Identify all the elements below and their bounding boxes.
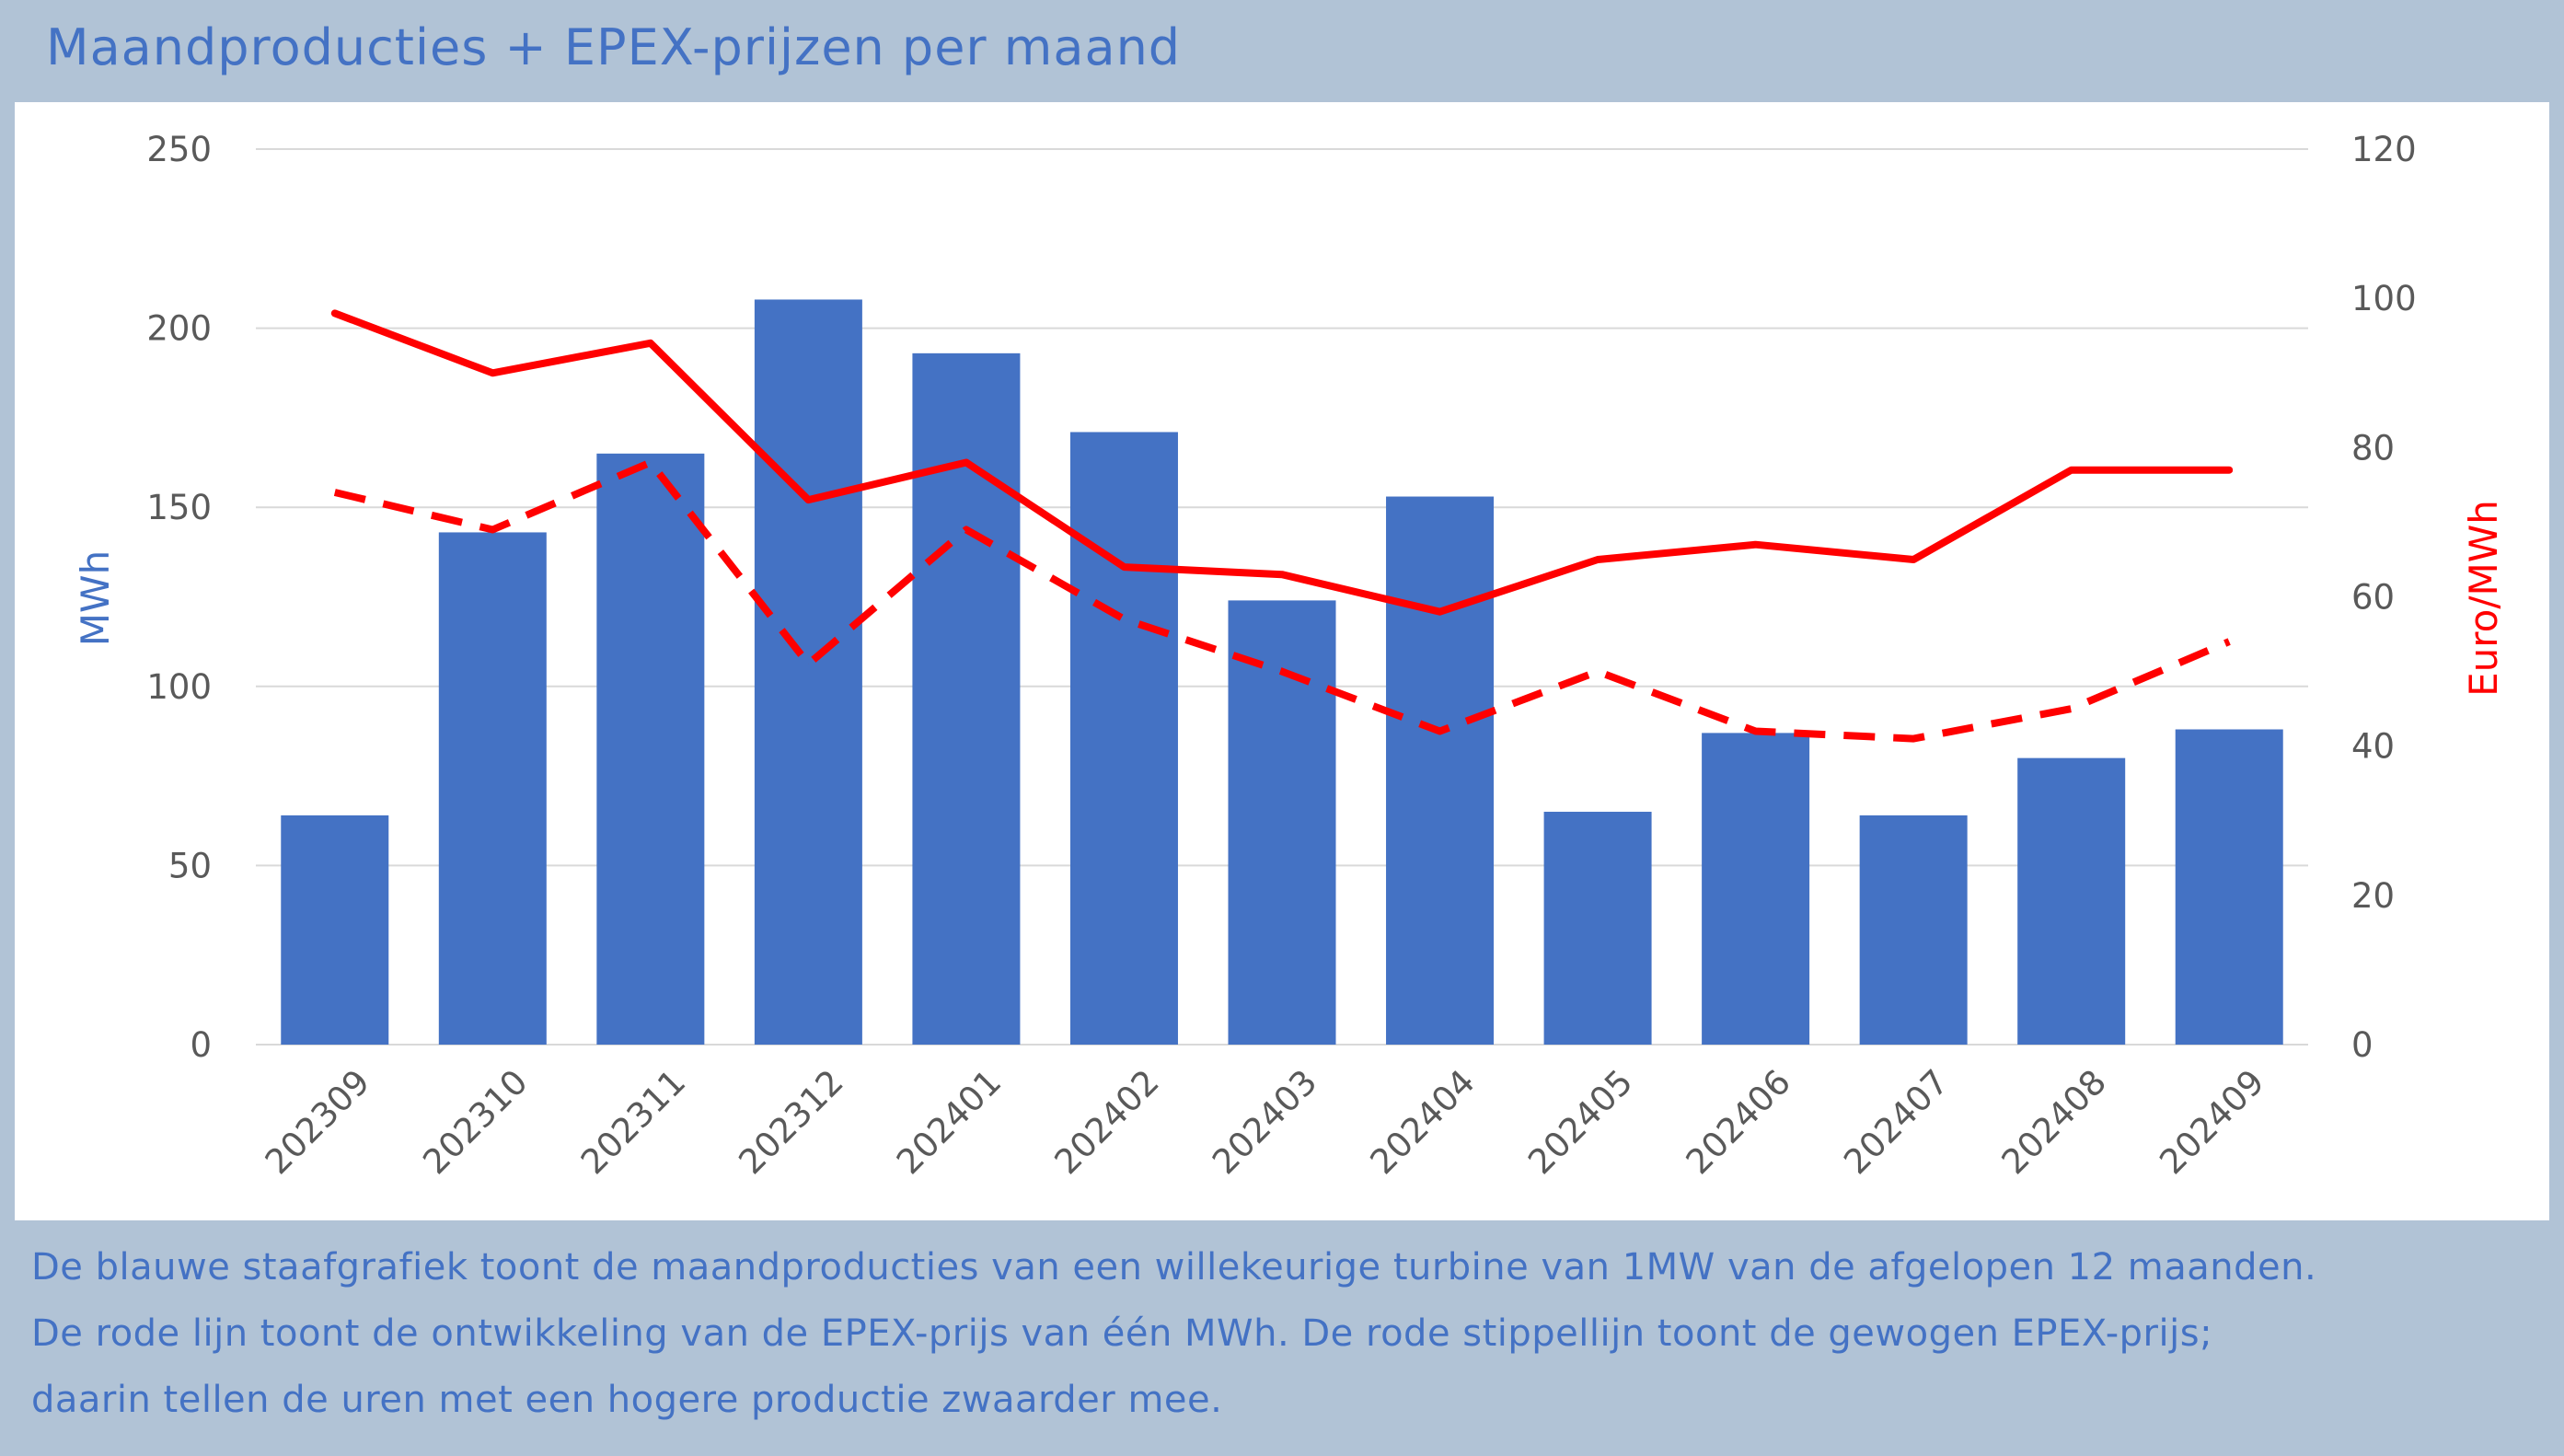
bar <box>281 815 389 1045</box>
y-tick-label-left: 250 <box>146 130 212 169</box>
bar <box>1543 812 1652 1045</box>
caption-line-2: De rode lijn toont de ontwikkeling van d… <box>31 1312 2213 1355</box>
x-category-label: 202407 <box>1836 1062 1956 1182</box>
y-tick-label-right: 80 <box>2351 428 2395 468</box>
x-category-label: 202408 <box>1994 1062 2114 1182</box>
y-tick-label-right: 120 <box>2351 130 2417 169</box>
y-axis-title-left: MWh <box>73 550 118 646</box>
x-category-label: 202403 <box>1205 1062 1324 1182</box>
bar <box>1228 600 1336 1045</box>
bar <box>1386 496 1495 1045</box>
bar <box>596 453 705 1045</box>
x-category-label: 202409 <box>2152 1062 2271 1182</box>
bar <box>1859 815 1968 1045</box>
x-category-label: 202401 <box>889 1062 1009 1182</box>
y-tick-label-right: 20 <box>2351 876 2395 916</box>
combo-chart: 0 50 100 150 200 250 0 20 40 60 80 100 120 202309 2023… <box>73 130 2506 1182</box>
caption-line-1: De blauwe staafgrafiek toont de maandpro… <box>31 1246 2317 1288</box>
frame-right <box>2549 102 2564 1220</box>
y-tick-label-right: 60 <box>2351 578 2395 618</box>
bar <box>2017 757 2126 1045</box>
x-category-label: 202311 <box>573 1062 693 1182</box>
x-category-label: 202406 <box>1679 1062 1798 1182</box>
y-axis-title-right: Euro/MWh <box>2461 500 2506 697</box>
caption-line-3: daarin tellen de uren met een hogere pro… <box>31 1379 1223 1421</box>
y-tick-label-left: 150 <box>146 488 212 527</box>
x-category-label: 202312 <box>731 1062 850 1182</box>
bar <box>1702 733 1810 1045</box>
x-category-label: 202402 <box>1047 1062 1167 1182</box>
x-category-label: 202405 <box>1520 1062 1640 1182</box>
title-bar: Maandproducties + EPEX-prijzen per maand <box>0 0 2564 102</box>
bar <box>2175 729 2283 1045</box>
frame-left <box>0 102 15 1220</box>
y-tick-label-right: 40 <box>2351 727 2395 767</box>
y-tick-label-left: 200 <box>146 309 212 349</box>
chart-title: Maandproducties + EPEX-prijzen per maand <box>46 18 1182 76</box>
bar <box>438 532 547 1045</box>
bar <box>912 352 1021 1045</box>
bar <box>1069 432 1178 1045</box>
x-category-label: 202404 <box>1363 1062 1483 1182</box>
y-tick-label-left: 0 <box>190 1025 212 1065</box>
x-category-label: 202309 <box>258 1062 377 1182</box>
y-tick-label-left: 50 <box>168 846 212 885</box>
y-tick-label-right: 100 <box>2351 279 2417 318</box>
x-category-label: 202310 <box>415 1062 535 1182</box>
bar <box>754 299 862 1045</box>
y-tick-label-right: 0 <box>2351 1025 2373 1065</box>
caption-box: De blauwe staafgrafiek toont de maandpro… <box>0 1220 2564 1456</box>
y-tick-label-left: 100 <box>146 667 212 707</box>
